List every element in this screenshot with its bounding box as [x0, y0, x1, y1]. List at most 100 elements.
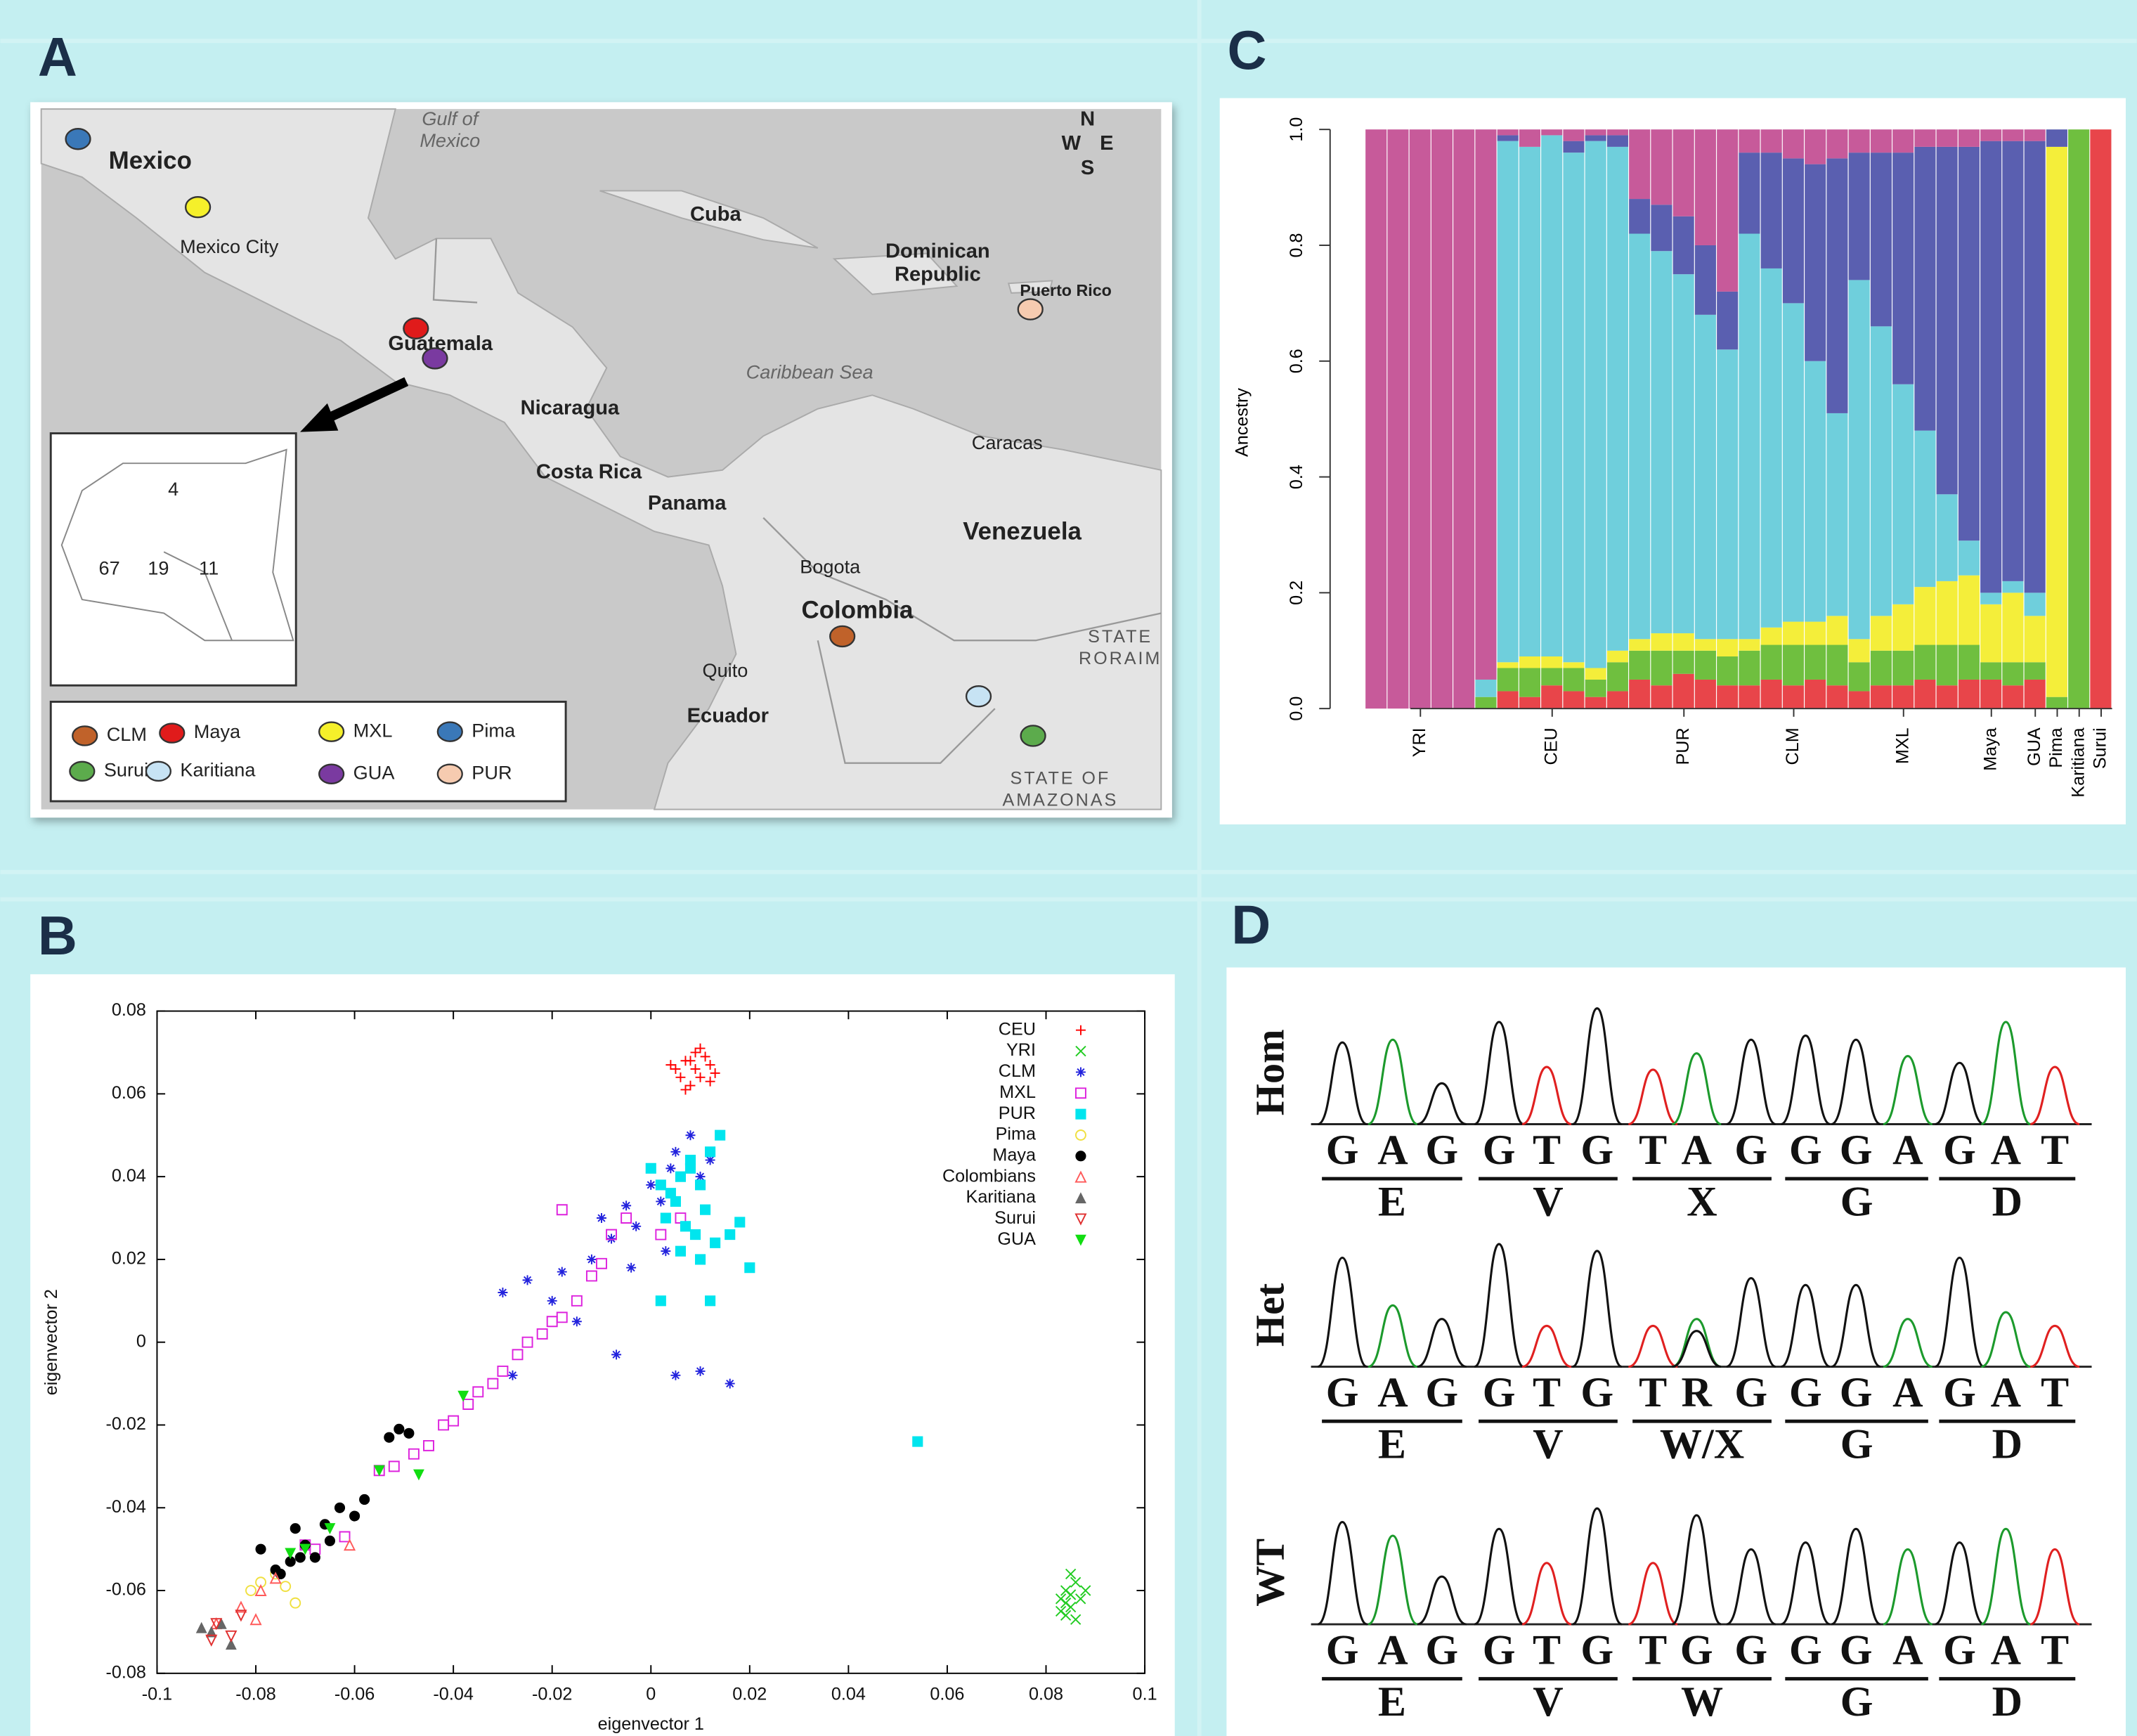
- bar-segment: [1563, 668, 1585, 692]
- bar-segment: [1760, 129, 1782, 153]
- bar-segment: [1936, 146, 1958, 495]
- bar-segment: [1585, 697, 1606, 709]
- sample-site: [1020, 725, 1046, 747]
- point: [547, 1295, 557, 1306]
- y-tick-label: 0: [136, 1331, 146, 1351]
- base-letter: T: [1533, 1127, 1561, 1174]
- bar-segment: [1409, 129, 1431, 709]
- x-tick-label: -0.06: [334, 1684, 375, 1704]
- point: [700, 1204, 711, 1215]
- bar-segment: [1805, 679, 1826, 709]
- bar-segment: [1475, 697, 1497, 709]
- base-letter: G: [1734, 1369, 1767, 1416]
- point: [290, 1523, 301, 1534]
- point: [744, 1262, 755, 1274]
- point: [695, 1366, 706, 1376]
- bar-segment: [1936, 581, 1958, 645]
- inset-count: 19: [148, 557, 169, 579]
- bar-segment: [1805, 361, 1826, 622]
- bar-segment: [1826, 129, 1848, 159]
- trace-peak: [1368, 1038, 1418, 1126]
- point: [571, 1295, 583, 1307]
- y-tick-label: 0.0: [1287, 697, 1306, 721]
- legend-marker: [1075, 1087, 1086, 1099]
- point: [597, 1213, 606, 1224]
- bar-segment: [1541, 668, 1563, 686]
- bar-segment: [1519, 146, 1540, 657]
- map-legend: [49, 701, 567, 803]
- x-tick-label: CEU: [1541, 727, 1561, 765]
- map-label: AMAZONAS: [1003, 791, 1119, 810]
- base-letter: G: [1580, 1626, 1613, 1673]
- bar-segment: [2002, 129, 2024, 141]
- amino-acid: E: [1378, 1678, 1406, 1725]
- base-letter: T: [1639, 1127, 1667, 1174]
- bar-segment: [1606, 135, 1628, 147]
- bar-segment: [1629, 129, 1651, 200]
- legend-label: Karitiana: [966, 1187, 1037, 1207]
- bar-segment: [1892, 650, 1914, 686]
- point: [695, 1043, 706, 1054]
- map-label: Puerto Rico: [1020, 281, 1111, 299]
- bar-segment: [1541, 656, 1563, 668]
- legend-label: Surui: [994, 1208, 1036, 1228]
- row-label: Het: [1247, 1283, 1293, 1347]
- trace-peak: [1980, 1311, 2031, 1368]
- bar-segment: [1497, 141, 1519, 663]
- point: [210, 1618, 223, 1631]
- point: [245, 1585, 256, 1596]
- bar-segment: [1563, 153, 1585, 663]
- bar-segment: [1826, 158, 1848, 413]
- bar-segment: [1585, 141, 1606, 668]
- point: [705, 1060, 715, 1070]
- legend-label: Pima: [472, 719, 516, 741]
- map-label: RORAIM: [1079, 649, 1162, 668]
- point: [675, 1245, 686, 1257]
- legend-label: CLM: [107, 723, 147, 745]
- trace-peak: [1572, 1250, 1623, 1368]
- point: [394, 1423, 405, 1434]
- bar-segment: [1651, 205, 1672, 252]
- legend-marker: [1075, 1234, 1086, 1246]
- amino-acid: X: [1687, 1179, 1717, 1226]
- y-tick-label: 0.2: [1287, 581, 1306, 605]
- bar-segment: [1980, 141, 2002, 593]
- point: [705, 1295, 716, 1307]
- map-label: Panama: [648, 492, 727, 514]
- base-letter: G: [1789, 1369, 1822, 1416]
- bar-segment: [1629, 679, 1651, 709]
- trace-peak: [1671, 1052, 1722, 1126]
- base-letter: A: [1991, 1127, 2021, 1174]
- x-tick-label: Maya: [1980, 727, 2000, 771]
- bar-segment: [1848, 691, 1870, 709]
- y-tick-label: 0.8: [1287, 233, 1306, 257]
- y-tick-label: -0.08: [106, 1662, 146, 1682]
- point: [655, 1295, 666, 1307]
- legend-swatch: [72, 725, 98, 746]
- bar-segment: [1694, 650, 1716, 680]
- point: [665, 1163, 676, 1174]
- point: [715, 1129, 726, 1141]
- point: [344, 1539, 356, 1551]
- x-tick-label: YRI: [1410, 727, 1429, 757]
- point: [596, 1257, 607, 1269]
- bar-segment: [1717, 639, 1739, 657]
- base-letter: G: [1840, 1369, 1873, 1416]
- bar-segment: [1585, 668, 1606, 680]
- bar-segment: [1739, 153, 1760, 234]
- bar-segment: [1936, 644, 1958, 686]
- point: [912, 1436, 923, 1447]
- map-label: Mexico: [420, 129, 480, 151]
- bar-segment: [1672, 129, 1694, 216]
- legend-marker: [1075, 1025, 1086, 1035]
- bar-segment: [1958, 146, 1980, 541]
- x-tick-label: 0: [646, 1684, 656, 1704]
- point: [685, 1130, 696, 1141]
- y-axis-label: eigenvector 2: [41, 1289, 61, 1395]
- point: [512, 1349, 524, 1361]
- point: [536, 1328, 548, 1340]
- map-label: Costa Rica: [536, 460, 642, 483]
- bar-segment: [1563, 141, 1585, 153]
- point: [571, 1316, 582, 1327]
- base-letter: A: [1682, 1127, 1712, 1174]
